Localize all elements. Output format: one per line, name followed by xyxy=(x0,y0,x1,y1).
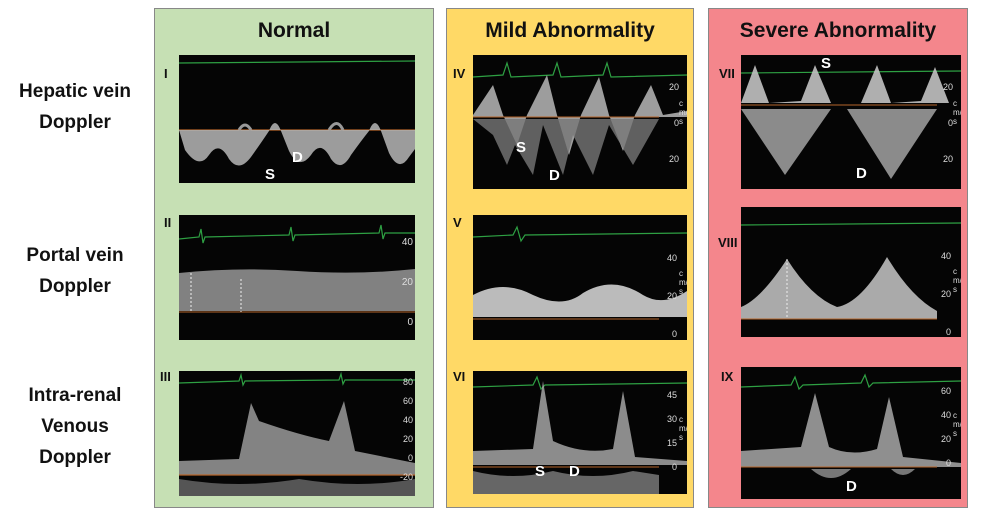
label-S: S xyxy=(821,55,832,72)
doppler-image-IV: S D 20 0 20 cm/s xyxy=(473,55,687,189)
scale-VIII: 40 20 0 xyxy=(940,251,951,337)
numeral-VII: VII xyxy=(719,66,735,81)
unit-IV: cm/s xyxy=(679,99,687,126)
numeral-III: III xyxy=(160,369,171,384)
panel-normal: Normal I II III S D 40 20 0 xyxy=(154,8,434,508)
doppler-image-VII: S D 20 0 20 cm/s xyxy=(741,55,961,189)
row-label-portal: Portal vein Doppler xyxy=(26,245,124,297)
label-D: D xyxy=(569,463,580,480)
numeral-II: II xyxy=(164,215,172,230)
unit-VII: cm/s xyxy=(953,99,961,126)
label-S: S xyxy=(535,463,546,480)
numeral-IX: IX xyxy=(721,369,734,384)
row-label-hepatic: Hepatic vein Doppler xyxy=(19,81,131,133)
numeral-V: V xyxy=(453,215,462,230)
unit-V: cm/s xyxy=(679,269,687,296)
numeral-VIII: VIII xyxy=(718,235,738,250)
doppler-image-V: 40 20 0 cm/s xyxy=(473,215,687,340)
panel-title-mild: Mild Abnormality xyxy=(485,19,655,42)
numeral-VI: VI xyxy=(453,369,466,384)
label-S: S xyxy=(516,139,527,156)
scale-II: 40 20 0 xyxy=(401,237,413,328)
doppler-image-VIII: 40 20 0 cm/s xyxy=(741,207,961,337)
label-S: S xyxy=(265,166,276,183)
row-label-intrarenal: Intra-renal Venous Doppler xyxy=(28,385,122,468)
panel-severe: Severe Abnormality VII VIII IX S D 20 0 … xyxy=(708,8,968,508)
panel-mild: Mild Abnormality IV V VI S D 20 0 20 cm/… xyxy=(446,8,694,508)
scale-V: 40 20 0 xyxy=(666,253,677,339)
label-D: D xyxy=(846,478,857,495)
scale-IX: 60 40 20 0 xyxy=(940,386,951,468)
panel-title-severe: Severe Abnormality xyxy=(739,19,937,42)
scale-VI: 45 30 15 0 xyxy=(666,390,677,472)
doppler-image-II: 40 20 0 xyxy=(179,215,415,340)
doppler-image-VI: S D 45 30 15 0 cm/s xyxy=(473,371,687,494)
scale-IV: 20 0 20 xyxy=(668,82,679,164)
doppler-image-IX: D 60 40 20 0 cm/s xyxy=(741,367,961,499)
numeral-I: I xyxy=(164,66,168,81)
unit-IX: cm/s xyxy=(953,411,961,438)
unit-VI: cm/s xyxy=(679,415,687,442)
label-D: D xyxy=(292,149,303,166)
scale-III: 80 60 40 20 0 -20 xyxy=(399,377,413,482)
doppler-image-III: 80 60 40 20 0 -20 xyxy=(179,371,415,496)
doppler-image-I: S D xyxy=(179,55,415,183)
unit-VIII: cm/s xyxy=(953,267,961,294)
numeral-IV: IV xyxy=(453,66,466,81)
label-D: D xyxy=(856,165,867,182)
panel-title-normal: Normal xyxy=(257,19,331,42)
scale-VII: 20 0 20 xyxy=(942,82,953,164)
label-D: D xyxy=(549,167,560,184)
